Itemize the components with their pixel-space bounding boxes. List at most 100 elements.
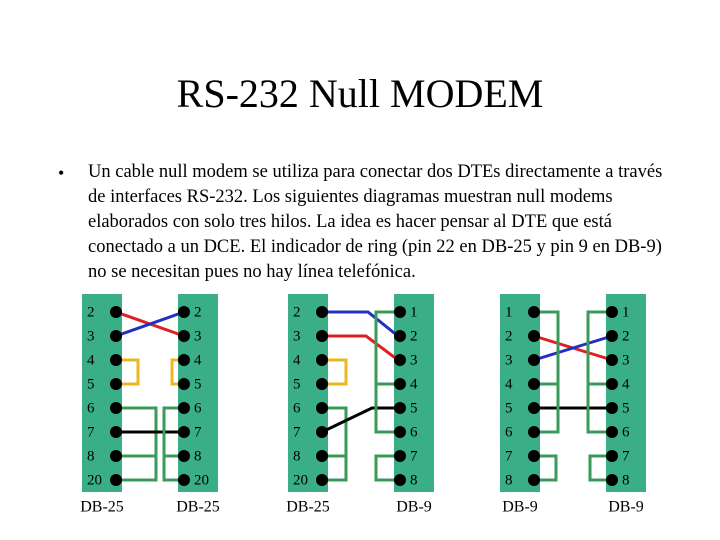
connector-label: DB-9	[608, 499, 644, 516]
pin-dot	[528, 402, 540, 414]
bullet-text: Un cable null modem se utiliza para cone…	[88, 162, 663, 282]
pin-label: 3	[410, 352, 418, 368]
pin-dot	[178, 402, 190, 414]
pin-dot	[394, 354, 406, 366]
pin-label: 6	[194, 400, 202, 416]
pin-label: 20	[293, 472, 308, 488]
pin-dot	[606, 330, 618, 342]
pin-dot	[606, 354, 618, 366]
pin-label: 7	[194, 424, 202, 440]
pin-dot	[528, 354, 540, 366]
pin-label: 2	[293, 304, 301, 320]
pin-label: 2	[410, 328, 418, 344]
wire	[321, 406, 398, 434]
pin-dot	[110, 354, 122, 366]
wire	[322, 334, 399, 362]
pin-dot	[316, 450, 328, 462]
pin-dot	[178, 426, 190, 438]
wire	[588, 454, 612, 482]
pin-label: 3	[622, 352, 630, 368]
pin-dot	[316, 330, 328, 342]
wire	[322, 358, 348, 386]
pin-label: 1	[505, 304, 513, 320]
pin-dot	[316, 402, 328, 414]
pin-dot	[394, 378, 406, 390]
pin-label: 5	[87, 376, 95, 392]
pin-dot	[178, 378, 190, 390]
pin-dot	[178, 306, 190, 318]
pin-label: 8	[194, 448, 202, 464]
pin-label: 2	[622, 328, 630, 344]
pin-label: 3	[505, 352, 513, 368]
pin-dot	[606, 402, 618, 414]
pin-label: 7	[622, 448, 630, 464]
pin-label: 6	[505, 424, 513, 440]
pin-label: 6	[622, 424, 630, 440]
pin-dot	[110, 426, 122, 438]
connector-label: DB-9	[396, 499, 432, 516]
pin-dot	[606, 426, 618, 438]
pin-dot	[110, 474, 122, 486]
pin-dot	[316, 474, 328, 486]
pin-dot	[316, 378, 328, 390]
pin-label: 6	[293, 400, 301, 416]
pin-dot	[316, 306, 328, 318]
pin-dot	[178, 474, 190, 486]
connector-label: DB-25	[176, 499, 220, 516]
pin-dot	[110, 450, 122, 462]
pin-label: 6	[87, 400, 95, 416]
pin-label: 8	[505, 472, 513, 488]
wire	[116, 406, 158, 482]
pin-label: 5	[410, 400, 418, 416]
connector-label: DB-25	[286, 499, 330, 516]
pin-label: 7	[293, 424, 301, 440]
wire	[374, 454, 398, 482]
pin-label: 8	[410, 472, 418, 488]
pin-label: 4	[505, 376, 513, 392]
pin-label: 20	[87, 472, 102, 488]
pin-label: 8	[87, 448, 95, 464]
pin-label: 1	[410, 304, 418, 320]
pin-dot	[528, 330, 540, 342]
pin-label: 3	[194, 328, 202, 344]
pin-dot	[110, 306, 122, 318]
pin-dot	[316, 426, 328, 438]
pin-dot	[110, 378, 122, 390]
pin-dot	[394, 450, 406, 462]
pin-label: 5	[293, 376, 301, 392]
pin-dot	[528, 306, 540, 318]
pin-dot	[606, 378, 618, 390]
pin-dot	[528, 378, 540, 390]
pin-label: 7	[87, 424, 95, 440]
pin-dots	[110, 306, 618, 486]
pin-dot	[316, 354, 328, 366]
pin-dot	[606, 450, 618, 462]
pin-dot	[394, 402, 406, 414]
pin-label: 2	[505, 328, 513, 344]
pin-label: 4	[293, 352, 301, 368]
pin-dot	[528, 474, 540, 486]
pin-label: 4	[87, 352, 95, 368]
pin-dot	[528, 426, 540, 438]
pin-dot	[394, 426, 406, 438]
wire	[533, 334, 613, 362]
pin-dot	[606, 474, 618, 486]
pin-label: 8	[293, 448, 301, 464]
pin-label: 4	[194, 352, 202, 368]
pin-dot	[394, 474, 406, 486]
pin-dot	[606, 306, 618, 318]
wire	[534, 454, 558, 482]
pin-label: 3	[87, 328, 95, 344]
pin-dot	[178, 354, 190, 366]
pin-label: 5	[622, 400, 630, 416]
pin-label: 4	[622, 376, 630, 392]
wire	[115, 310, 185, 338]
connector-label: DB-25	[80, 499, 124, 516]
pin-label: 8	[622, 472, 630, 488]
pin-label: 5	[505, 400, 513, 416]
pin-label: 1	[622, 304, 630, 320]
pin-dot	[178, 330, 190, 342]
pin-label: 20	[194, 472, 209, 488]
